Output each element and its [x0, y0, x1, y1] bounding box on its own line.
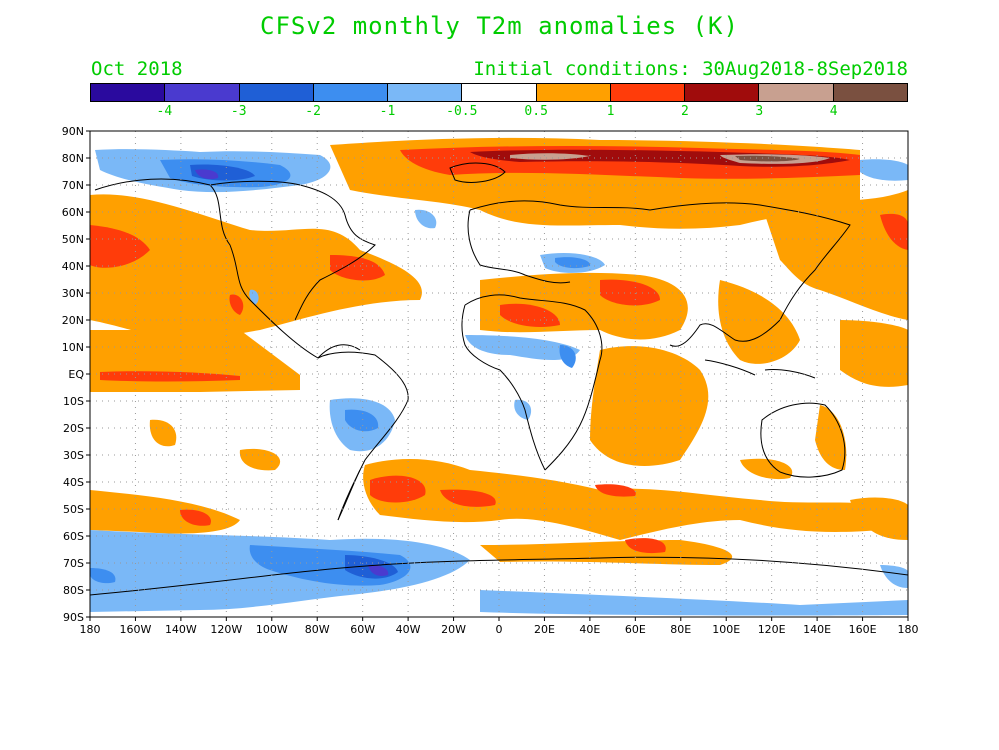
coastlines: [90, 162, 908, 596]
colorbar-label: 1: [606, 104, 615, 119]
latitude-label: 60S: [63, 530, 84, 543]
colorbar-segment: [685, 84, 760, 101]
axis-ticks: [86, 130, 909, 621]
latitude-label: 20S: [63, 422, 84, 435]
colorbar-segment: [313, 84, 389, 101]
map-title: CFSv2 monthly T2m anomalies (K): [260, 12, 739, 40]
latitude-label: 90N: [62, 125, 84, 138]
longitude-label: 40W: [396, 623, 421, 636]
latitude-label: 30N: [62, 287, 84, 300]
latitude-label: 80N: [62, 152, 84, 165]
latitude-label: 60N: [62, 206, 84, 219]
colorbar-label: -2: [305, 104, 321, 119]
colorbar-segment: [536, 84, 611, 101]
latitude-label: 20N: [62, 314, 84, 327]
colorbar-segment: [610, 84, 686, 101]
colorbar: [90, 83, 908, 102]
latitude-label: 70N: [62, 179, 84, 192]
colorbar-label: -1: [379, 104, 396, 119]
longitude-label: 120E: [758, 623, 786, 636]
colorbar-segment: [462, 84, 537, 101]
longitude-label: 80W: [305, 623, 330, 636]
colorbar-label: 2: [680, 104, 689, 119]
longitude-label: 160E: [849, 623, 877, 636]
latitude-label: 10N: [62, 341, 84, 354]
forecast-period: Oct 2018: [91, 58, 183, 80]
longitude-label: 180: [898, 623, 919, 636]
longitude-label: 40E: [579, 623, 600, 636]
colorbar-segment: [165, 84, 240, 101]
colorbar-label: -0.5: [446, 104, 478, 119]
colorbar-segment: [833, 84, 907, 101]
colorbar-label: 4: [829, 104, 838, 119]
latitude-label: 50N: [62, 233, 84, 246]
longitude-label: 120W: [210, 623, 242, 636]
longitude-label: 0: [496, 623, 503, 636]
longitude-label: 160W: [120, 623, 152, 636]
latitude-label: 10S: [63, 395, 84, 408]
latitude-label: 50S: [63, 503, 84, 516]
latitude-label: 40S: [63, 476, 84, 489]
latitude-label: 80S: [63, 584, 84, 597]
latitude-labels: 90N 80N 70N 60N 50N 40N 30N 20N 10N EQ 10S 20S 30S 40…: [62, 125, 85, 624]
colorbar-segment: [91, 84, 166, 101]
colorbar-segment: [239, 84, 314, 101]
longitude-label: 60E: [625, 623, 646, 636]
longitude-label: 140W: [165, 623, 197, 636]
colorbar-segment: [388, 84, 463, 101]
longitude-label: 80E: [670, 623, 691, 636]
gridlines: [90, 131, 908, 617]
colorbar-label: 3: [755, 104, 764, 119]
colorbar-segment: [759, 84, 834, 101]
longitude-label: 100E: [712, 623, 740, 636]
longitude-label: 20W: [441, 623, 466, 636]
colorbar-label: -3: [230, 104, 247, 119]
latitude-label: 90S: [63, 611, 84, 624]
latitude-label: 30S: [63, 449, 84, 462]
longitude-label: 20E: [534, 623, 555, 636]
longitude-label: 180: [80, 623, 101, 636]
colorbar-label: 0.5: [524, 104, 548, 119]
longitude-label: 60W: [350, 623, 375, 636]
colorbar-label: -4: [156, 104, 173, 119]
latitude-label: EQ: [68, 368, 84, 381]
initial-conditions: Initial conditions: 30Aug2018-8Sep2018: [473, 58, 908, 80]
longitude-label: 100W: [256, 623, 288, 636]
latitude-label: 40N: [62, 260, 84, 273]
longitude-labels: 180 160W 140W 120W 100W 80W 60W 40W 20W 0 20E 40E 60…: [80, 623, 919, 636]
longitude-label: 140E: [803, 623, 831, 636]
latitude-label: 70S: [63, 557, 84, 570]
